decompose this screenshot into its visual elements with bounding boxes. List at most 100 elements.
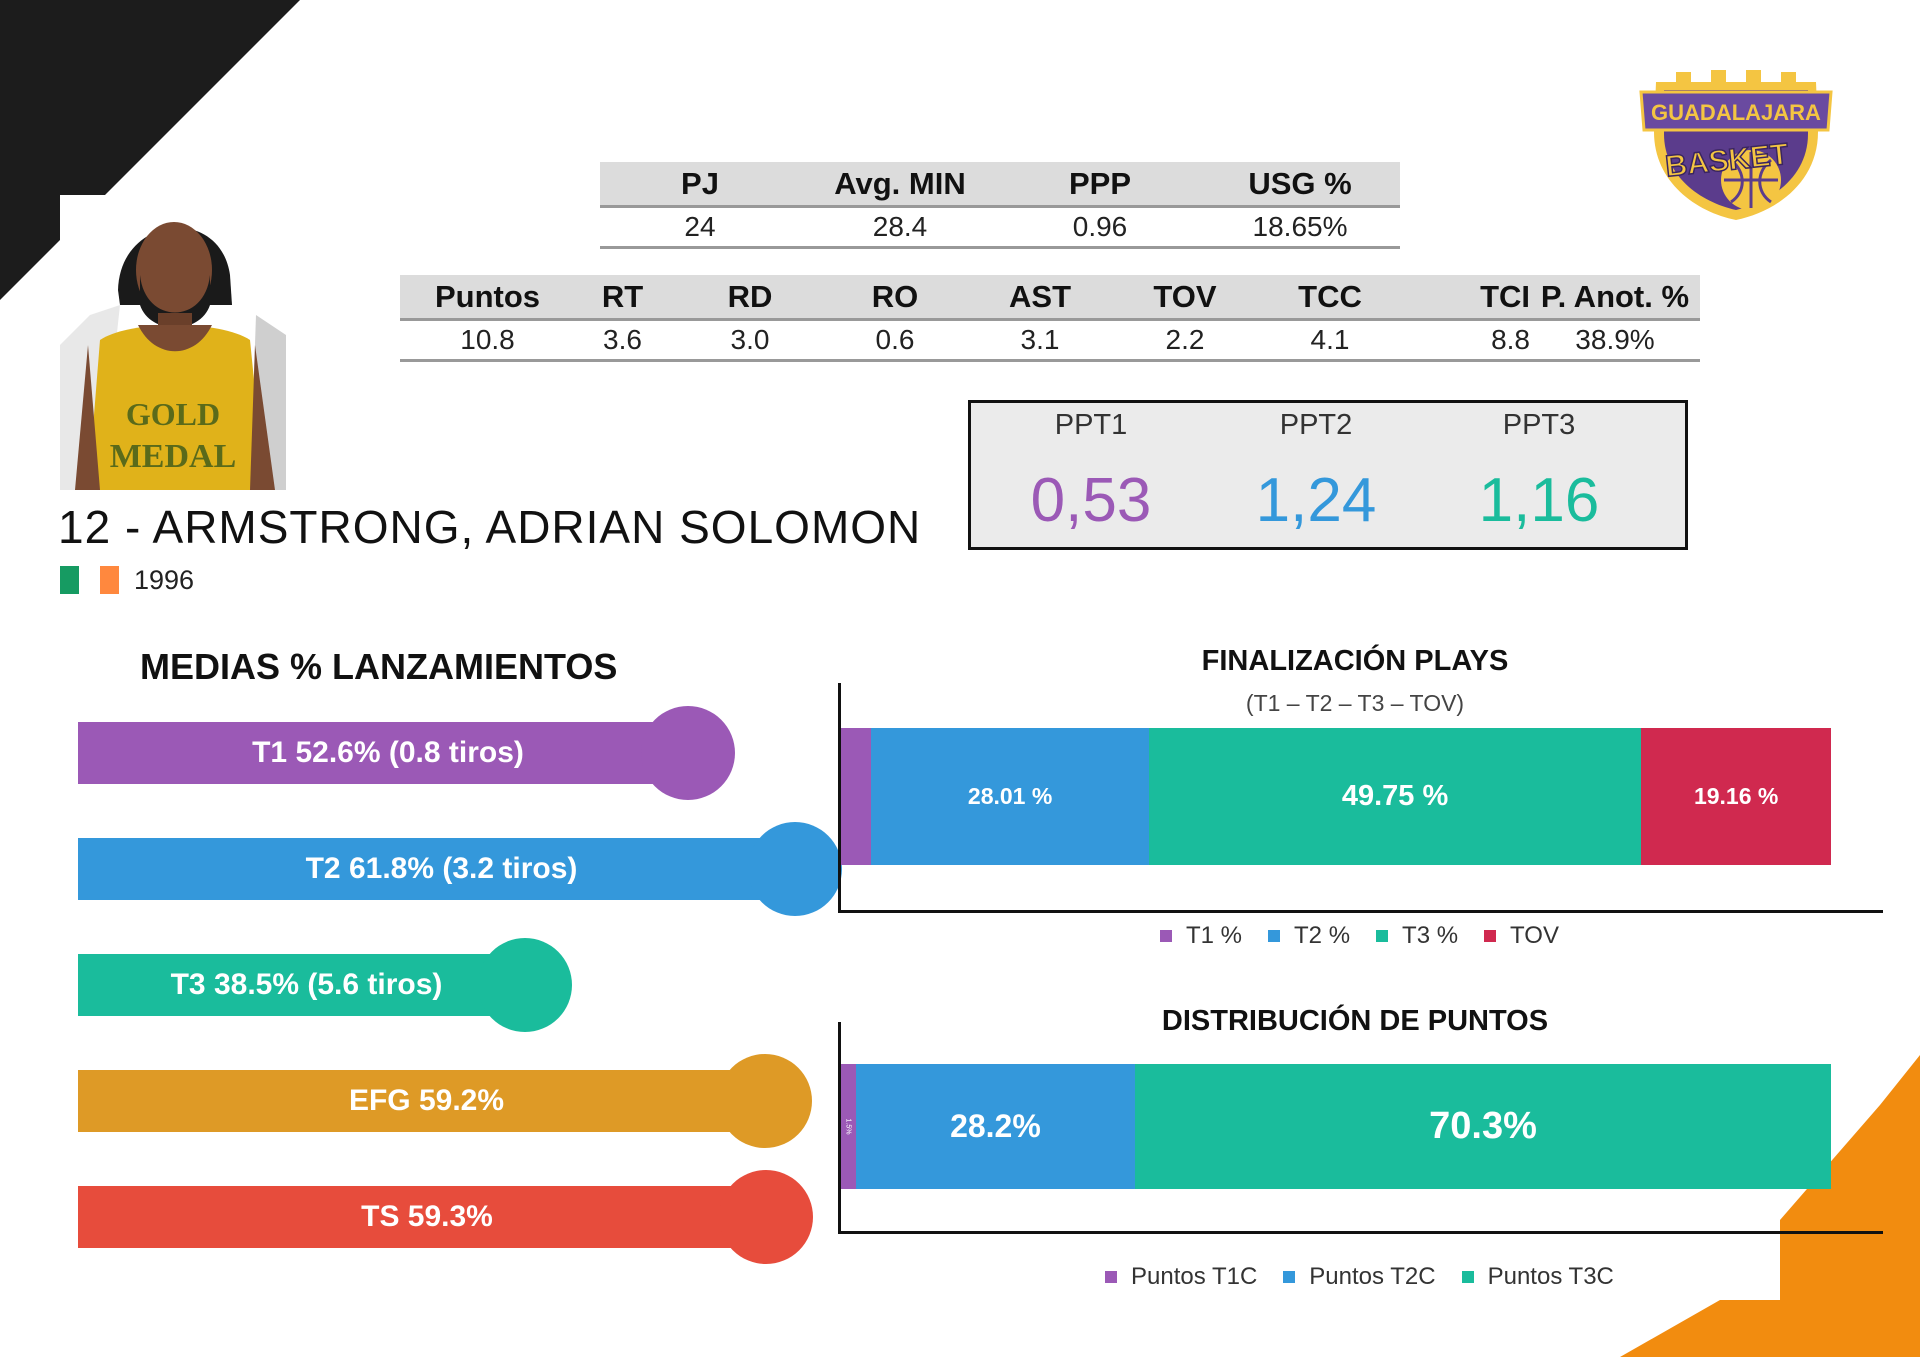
chart1-segment-label: 28.01 % — [967, 783, 1053, 809]
value-ro: 0.6 — [830, 319, 960, 362]
ppt3-value: 1,16 — [1478, 466, 1600, 535]
header-puntos: Puntos — [400, 275, 575, 321]
chart2-title: DISTRIBUCIÓN DE PUNTOS — [1161, 1005, 1549, 1037]
header-ro: RO — [830, 275, 960, 321]
shooting-pill: T3 38.5% (5.6 tiros) — [78, 938, 572, 1032]
chart2-legend-item: Puntos T2C — [1283, 1263, 1436, 1291]
shooting-pill-end — [719, 1170, 813, 1264]
chart1-legend-item: T1 % — [1160, 922, 1242, 950]
ppt2-label: PPT2 — [1279, 409, 1353, 441]
logo-text-top: GUADALAJARA — [1651, 100, 1821, 125]
header-usg: USG % — [1200, 162, 1400, 208]
chart2-legend-swatch — [1105, 1271, 1117, 1283]
chart1-y-axis — [838, 683, 841, 913]
chart2-legend-swatch — [1283, 1271, 1296, 1283]
summary-table: PJ Avg. MIN PPP USG % 24 28.4 0.96 18.65… — [600, 162, 1400, 249]
chart1-subtitle: (T1 – T2 – T3 – TOV) — [1245, 690, 1465, 716]
header-pj: PJ — [600, 162, 800, 208]
shooting-pill: TS 59.3% — [78, 1170, 813, 1264]
chart1-segment — [841, 728, 872, 865]
header-rt: RT — [575, 275, 670, 321]
shooting-pill-end — [718, 1054, 812, 1148]
chart1-segment-label: 49.75 % — [1341, 780, 1449, 812]
flag-stripe-green — [60, 566, 79, 594]
chart1-title: FINALIZACIÓN PLAYS — [1201, 645, 1509, 677]
shooting-pill-bar — [78, 954, 525, 1016]
shirt-text-line2: MEDAL — [110, 438, 237, 475]
shirt-text-line1: GOLD — [126, 396, 220, 432]
birth-year: 1996 — [134, 565, 195, 595]
chart1-legend-swatch — [1484, 930, 1497, 942]
header-p-anot: P. Anot. % — [1530, 275, 1700, 321]
value-pj: 24 — [600, 206, 800, 249]
shooting-pill-bar — [78, 1070, 765, 1132]
flag-stripe-white — [80, 566, 99, 594]
shooting-pill-label: TS 59.3% — [361, 1200, 493, 1233]
chart1-legend-label: T1 % — [1186, 922, 1243, 949]
chart2-segment: 70.3% — [1135, 1064, 1831, 1189]
chart1-segment: 28.01 % — [871, 728, 1149, 865]
ppt2-value: 1,24 — [1255, 466, 1377, 535]
chart2-segment-label: 1.5% — [844, 1118, 852, 1135]
header-avg-min: Avg. MIN — [800, 162, 1000, 208]
team-logo: GUADALAJARA BASKET — [1639, 70, 1833, 220]
shooting-pill: T2 61.8% (3.2 tiros) — [78, 822, 842, 916]
chart1-legend-item: T2 % — [1268, 922, 1350, 950]
flag-stripe-orange — [100, 566, 119, 594]
header-ast: AST — [960, 275, 1120, 321]
value-rt: 3.6 — [575, 319, 670, 362]
shooting-pill-label: T1 52.6% (0.8 tiros) — [252, 736, 524, 769]
header-rd: RD — [670, 275, 830, 321]
chart1-legend-label: T2 % — [1294, 922, 1351, 949]
header-tcc: TCC — [1250, 275, 1410, 321]
shooting-pill-end — [748, 822, 842, 916]
chart2-segment: 1.5% — [841, 1064, 856, 1189]
chart2-legend-item: Puntos T1C — [1105, 1263, 1257, 1291]
shooting-pill-label: EFG 59.2% — [348, 1084, 505, 1117]
ppt1-label: PPT1 — [1054, 409, 1128, 441]
value-ppp: 0.96 — [1000, 206, 1200, 249]
chart1-legend-swatch — [1376, 930, 1389, 942]
header-tov: TOV — [1120, 275, 1250, 321]
value-puntos: 10.8 — [400, 319, 575, 362]
chart1-segment-label: 19.16 % — [1693, 783, 1779, 809]
ppt3-label: PPT3 — [1502, 409, 1576, 441]
value-usg: 18.65% — [1200, 206, 1400, 249]
shooting-pill-label: T3 38.5% (5.6 tiros) — [170, 968, 443, 1001]
value-p-anot: 38.9% — [1530, 319, 1700, 362]
chart2-legend-label: Puntos T3C — [1487, 1263, 1614, 1290]
chart2-segment-label: 70.3% — [1429, 1105, 1537, 1147]
ppt1-value: 0,53 — [1030, 466, 1152, 535]
shooting-pill-bar — [78, 838, 795, 900]
player-name: 12 - ARMSTRONG, ADRIAN SOLOMON — [58, 501, 922, 553]
shooting-pill-bar — [78, 722, 688, 784]
chart2-y-axis — [838, 1022, 841, 1234]
chart1-legend-item: T3 % — [1376, 922, 1458, 950]
header-ppp: PPP — [1000, 162, 1200, 208]
chart1-segment: 19.16 % — [1641, 728, 1831, 865]
value-rd: 3.0 — [670, 319, 830, 362]
chart1-legend-swatch — [1268, 930, 1281, 942]
value-tcc: 4.1 — [1250, 319, 1410, 362]
chart2-legend-label: Puntos T2C — [1309, 1263, 1436, 1290]
shooting-pill: T1 52.6% (0.8 tiros) — [78, 706, 735, 800]
chart1-segment: 49.75 % — [1148, 728, 1642, 865]
chart1-legend-swatch — [1160, 930, 1172, 942]
chart2-segment: 28.2% — [855, 1064, 1136, 1189]
chart1-legend-label: TOV — [1510, 922, 1559, 949]
stats-table: Puntos RT RD RO AST TOV TCC TCI P. Anot.… — [400, 275, 1700, 362]
chart2-legend-label: Puntos T1C — [1131, 1263, 1258, 1290]
ppt-panel: PPT1 0,53 PPT2 1,24 PPT3 1,16 — [968, 400, 1688, 550]
corner-decoration-bottom-right — [1620, 1055, 1920, 1357]
shooting-pill-bar — [78, 1186, 766, 1248]
value-tov: 2.2 — [1120, 319, 1250, 362]
shooting-pill-end — [478, 938, 572, 1032]
chart2-x-axis — [838, 1231, 1883, 1234]
chart2-legend-swatch — [1461, 1271, 1474, 1283]
shooting-pill-label: T2 61.8% (3.2 tiros) — [305, 852, 578, 885]
value-tci: 8.8 — [1410, 319, 1530, 362]
player-photo: GOLD MEDAL — [60, 195, 286, 490]
shooting-title: MEDIAS % LANZAMIENTOS — [140, 646, 618, 687]
header-tci: TCI — [1410, 275, 1530, 321]
chart1-legend-label: T3 % — [1402, 922, 1459, 949]
